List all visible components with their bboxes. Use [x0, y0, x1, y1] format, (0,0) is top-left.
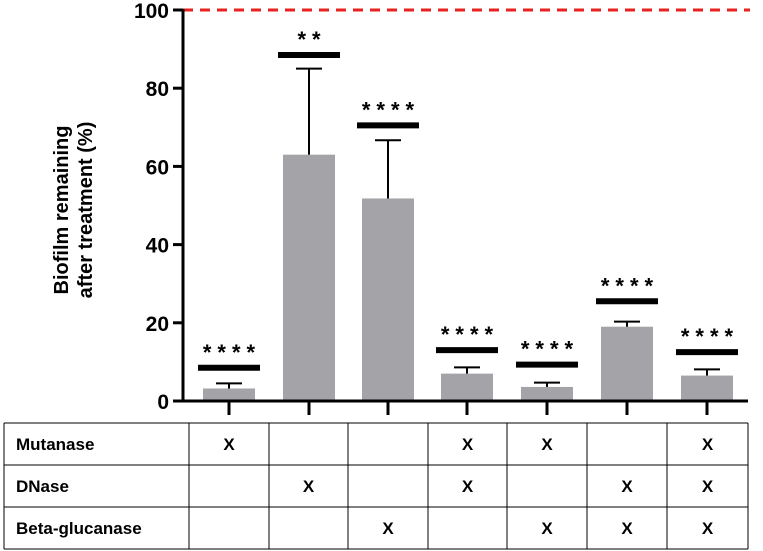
table-cell-r2-c7: X	[702, 477, 714, 496]
table-row-label-2: DNase	[16, 477, 69, 496]
table-cell-r3-c3: X	[382, 519, 394, 538]
table-cell-r2-c4: X	[462, 477, 474, 496]
significance-label-1: ****	[203, 340, 261, 365]
y-axis-label-line-1: Biofilm remaining	[51, 126, 73, 295]
significance-label-7: ****	[681, 324, 739, 349]
bar-2	[283, 154, 335, 401]
bar-7	[681, 375, 733, 401]
y-tick-label-80: 80	[146, 78, 169, 101]
y-axis-label-line-2: after treatment (%)	[75, 122, 97, 299]
significance-label-4: ****	[441, 322, 499, 347]
table-cell-r1-c5: X	[541, 435, 553, 454]
table-cell-r3-c6: X	[621, 519, 633, 538]
y-tick-label-40: 40	[146, 235, 169, 258]
table-cell-r1-c7: X	[702, 435, 714, 454]
y-tick-label-0: 0	[157, 391, 169, 414]
bar-1	[203, 388, 255, 401]
table-cell-r1-c4: X	[462, 435, 474, 454]
significance-label-5: ****	[521, 337, 579, 362]
y-tick-label-60: 60	[146, 156, 169, 179]
bar-3	[362, 198, 414, 401]
y-tick-label-20: 20	[146, 313, 169, 336]
table-row-label-3: Beta-glucanase	[16, 519, 142, 538]
significance-label-6: ****	[601, 273, 659, 298]
y-tick-label-100: 100	[134, 0, 169, 23]
table-cell-r3-c5: X	[541, 519, 553, 538]
table-cell-r3-c7: X	[702, 519, 714, 538]
significance-label-3: ****	[362, 97, 420, 122]
bar-5	[521, 386, 573, 401]
table-cell-r2-c6: X	[621, 477, 633, 496]
bar-6	[601, 326, 653, 401]
y-axis-label: Biofilm remaining after treatment (%)	[51, 122, 97, 299]
significance-label-2: **	[297, 27, 326, 52]
bar-4	[441, 373, 493, 401]
table-cell-r1-c1: X	[223, 435, 235, 454]
table-row-label-1: Mutanase	[16, 435, 94, 454]
table-cell-r2-c2: X	[303, 477, 315, 496]
